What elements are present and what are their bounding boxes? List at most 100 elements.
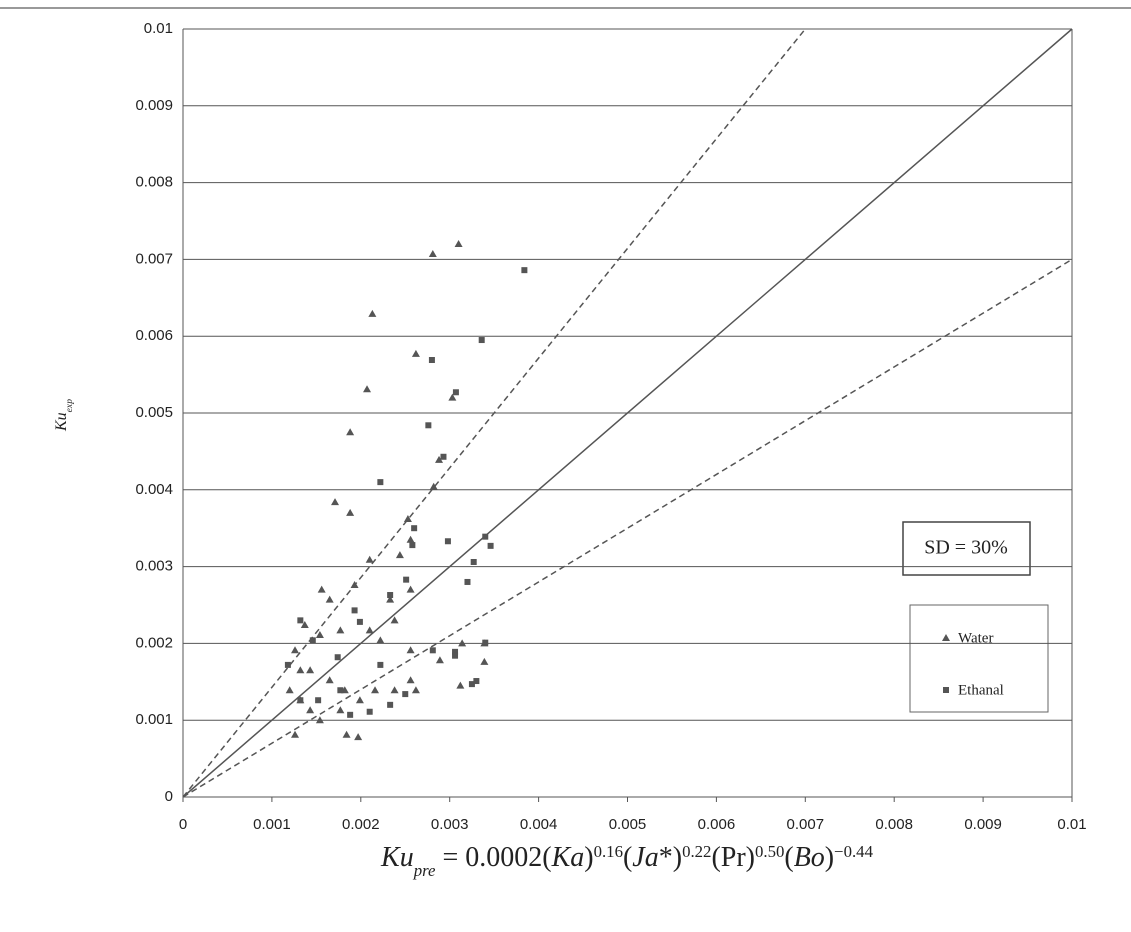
point xyxy=(347,712,353,718)
point xyxy=(387,592,393,598)
y-tick-label: 0.001 xyxy=(135,711,173,728)
label-part: ( xyxy=(623,842,632,873)
point xyxy=(306,666,314,673)
annotation: SD = 30% xyxy=(924,537,1008,559)
point xyxy=(488,543,494,549)
point xyxy=(377,662,383,668)
point xyxy=(412,686,420,693)
label-part: Bo xyxy=(794,842,825,873)
point xyxy=(407,676,415,683)
label-part: ( xyxy=(784,842,793,873)
point xyxy=(318,586,326,593)
point xyxy=(363,385,371,392)
point xyxy=(391,686,399,693)
y-tick-label: 0.004 xyxy=(135,481,173,498)
legend-label: Ethanal xyxy=(958,682,1004,698)
x-tick-label: 0 xyxy=(179,816,187,833)
point xyxy=(357,619,363,625)
point xyxy=(409,542,415,548)
point xyxy=(331,498,339,505)
label-part: *) xyxy=(659,842,682,873)
point xyxy=(411,525,417,531)
point xyxy=(453,389,459,395)
point xyxy=(479,337,485,343)
x-tick-label: 0.008 xyxy=(875,816,913,833)
label-part: Ja xyxy=(632,842,658,873)
point xyxy=(296,666,304,673)
point xyxy=(402,691,408,697)
point xyxy=(387,702,393,708)
y-tick-label: 0.006 xyxy=(135,327,173,344)
point xyxy=(464,579,470,585)
label-part: 0.22 xyxy=(682,842,711,861)
x-axis-label: Kupre = 0.0002(Ka)0.16(Ja*)0.22(Pr)0.50(… xyxy=(380,842,874,880)
point xyxy=(297,697,303,703)
point xyxy=(407,646,415,653)
point xyxy=(336,706,344,713)
point xyxy=(346,509,354,516)
y-tick-label: 0.003 xyxy=(135,558,173,575)
label-part: Ka xyxy=(551,842,585,873)
x-tick-label: 0.01 xyxy=(1057,816,1086,833)
label-part: −0.44 xyxy=(834,842,873,861)
y-tick-label: 0.005 xyxy=(135,404,173,421)
point xyxy=(354,733,362,740)
point xyxy=(356,696,364,703)
point xyxy=(445,538,451,544)
point xyxy=(396,551,404,558)
point xyxy=(297,617,303,623)
y-tick-label: 0.008 xyxy=(135,174,173,191)
y-tick-label: 0.01 xyxy=(144,20,173,37)
point xyxy=(368,310,376,317)
point xyxy=(425,422,431,428)
label-part: Ku xyxy=(53,412,70,432)
y-tick-label: 0.009 xyxy=(135,97,173,114)
point xyxy=(351,581,359,588)
point xyxy=(407,536,415,543)
point xyxy=(480,658,488,665)
y-tick-label: 0.007 xyxy=(135,250,173,267)
point xyxy=(346,428,354,435)
point xyxy=(306,706,314,713)
x-tick-label: 0.003 xyxy=(431,816,469,833)
point xyxy=(310,637,316,643)
x-tick-label: 0.002 xyxy=(342,816,380,833)
y-tick-label: 0.002 xyxy=(135,634,173,651)
label-part: (Pr) xyxy=(711,842,755,873)
point xyxy=(429,357,435,363)
x-tick-label: 0.009 xyxy=(964,816,1002,833)
point xyxy=(291,646,299,653)
point xyxy=(436,656,444,663)
point xyxy=(473,678,479,684)
point xyxy=(403,577,409,583)
x-tick-label: 0.005 xyxy=(609,816,647,833)
page: SD = 30% 0 0.001 0.002 0.003 0.004 0.005 0.006… xyxy=(0,0,1131,932)
point xyxy=(482,534,488,540)
x-tick-label: 0.007 xyxy=(787,816,825,833)
point xyxy=(440,454,446,460)
point xyxy=(366,626,374,633)
label-part: Ku xyxy=(380,842,414,873)
point xyxy=(336,626,344,633)
point xyxy=(366,556,374,563)
point xyxy=(407,586,415,593)
label-part: 0.16 xyxy=(594,842,623,861)
point xyxy=(335,654,341,660)
point xyxy=(456,682,464,689)
point xyxy=(376,636,384,643)
point xyxy=(412,350,420,357)
label-part: ) xyxy=(584,842,593,873)
point xyxy=(367,709,373,715)
point xyxy=(343,731,351,738)
label-part: 0.50 xyxy=(755,842,784,861)
point xyxy=(352,607,358,613)
x-tick-label: 0.004 xyxy=(520,816,558,833)
point xyxy=(377,479,383,485)
label-part: pre xyxy=(413,861,436,880)
point xyxy=(286,686,294,693)
y-axis-label: Kuexp xyxy=(53,399,75,432)
point xyxy=(291,731,299,738)
chart: SD = 30% 0 0.001 0.002 0.003 0.004 0.005 0.006… xyxy=(0,0,1131,932)
point xyxy=(371,686,379,693)
point xyxy=(285,662,291,668)
